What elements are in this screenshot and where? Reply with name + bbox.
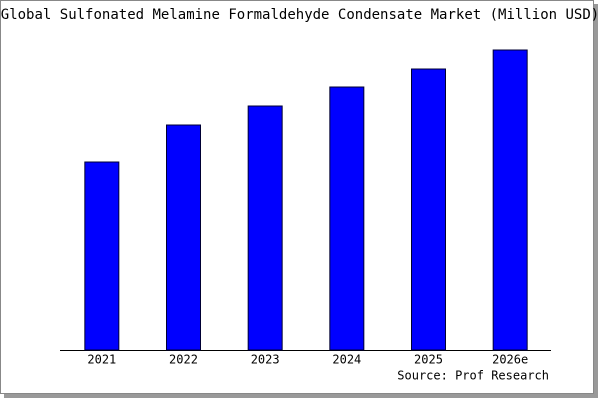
x-tick-label: 2021: [87, 353, 116, 367]
bar: [247, 105, 283, 351]
bar: [411, 68, 446, 351]
bar: [84, 161, 120, 351]
x-tick-label: 2025: [414, 353, 443, 367]
bar: [166, 124, 201, 351]
x-tick-label: 2026e: [492, 353, 528, 367]
source-note: Source: Prof Research: [397, 369, 549, 383]
bar: [329, 86, 365, 351]
chart-title: Global Sulfonated Melamine Formaldehyde …: [1, 7, 599, 23]
bar: [492, 49, 528, 351]
x-tick-label: 2024: [332, 353, 361, 367]
x-tick-label: 2022: [169, 353, 198, 367]
x-tick-label: 2023: [251, 353, 280, 367]
